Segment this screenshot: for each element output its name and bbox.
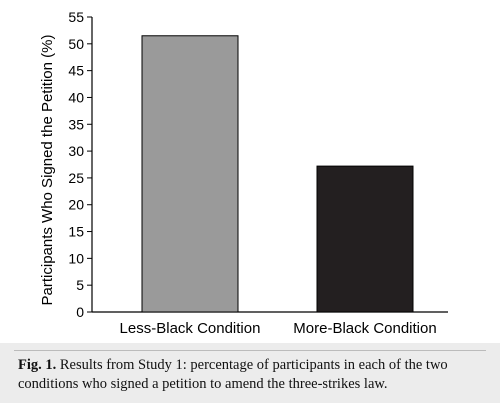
- y-axis-ticks: 0 5 10 15 20 25 30 35 40 45 50 55: [68, 9, 92, 320]
- bar-2: [316, 165, 414, 313]
- y-tick-label: 5: [76, 277, 84, 293]
- y-tick-label: 40: [68, 89, 84, 105]
- figure-label: Fig. 1.: [18, 357, 57, 373]
- x-category-label: Less-Black Condition: [120, 320, 261, 337]
- y-tick-label: 25: [68, 170, 84, 186]
- bars: [141, 35, 414, 313]
- x-category-label: More-Black Condition: [293, 320, 436, 337]
- y-tick-label: 10: [68, 250, 84, 266]
- y-tick-label: 55: [68, 9, 84, 25]
- x-axis-categories: Less-Black Condition More-Black Condition: [120, 320, 437, 337]
- y-tick-label: 30: [68, 143, 84, 159]
- caption-text: Results from Study 1: percentage of part…: [18, 357, 448, 392]
- caption-divider: [14, 350, 486, 351]
- caption-background: [0, 343, 500, 403]
- y-axis-label: Participants Who Signed the Petition (%): [39, 35, 56, 306]
- y-tick-label: 0: [76, 304, 84, 320]
- y-tick-label: 35: [68, 116, 84, 132]
- bar-chart: Participants Who Signed the Petition (%)…: [39, 9, 448, 337]
- y-tick-label: 15: [68, 224, 84, 240]
- y-tick-label: 50: [68, 36, 84, 52]
- figure-caption: Fig. 1. Results from Study 1: percentage…: [18, 356, 492, 394]
- y-tick-label: 20: [68, 197, 84, 213]
- bar-1: [141, 35, 239, 313]
- y-tick-label: 45: [68, 63, 84, 79]
